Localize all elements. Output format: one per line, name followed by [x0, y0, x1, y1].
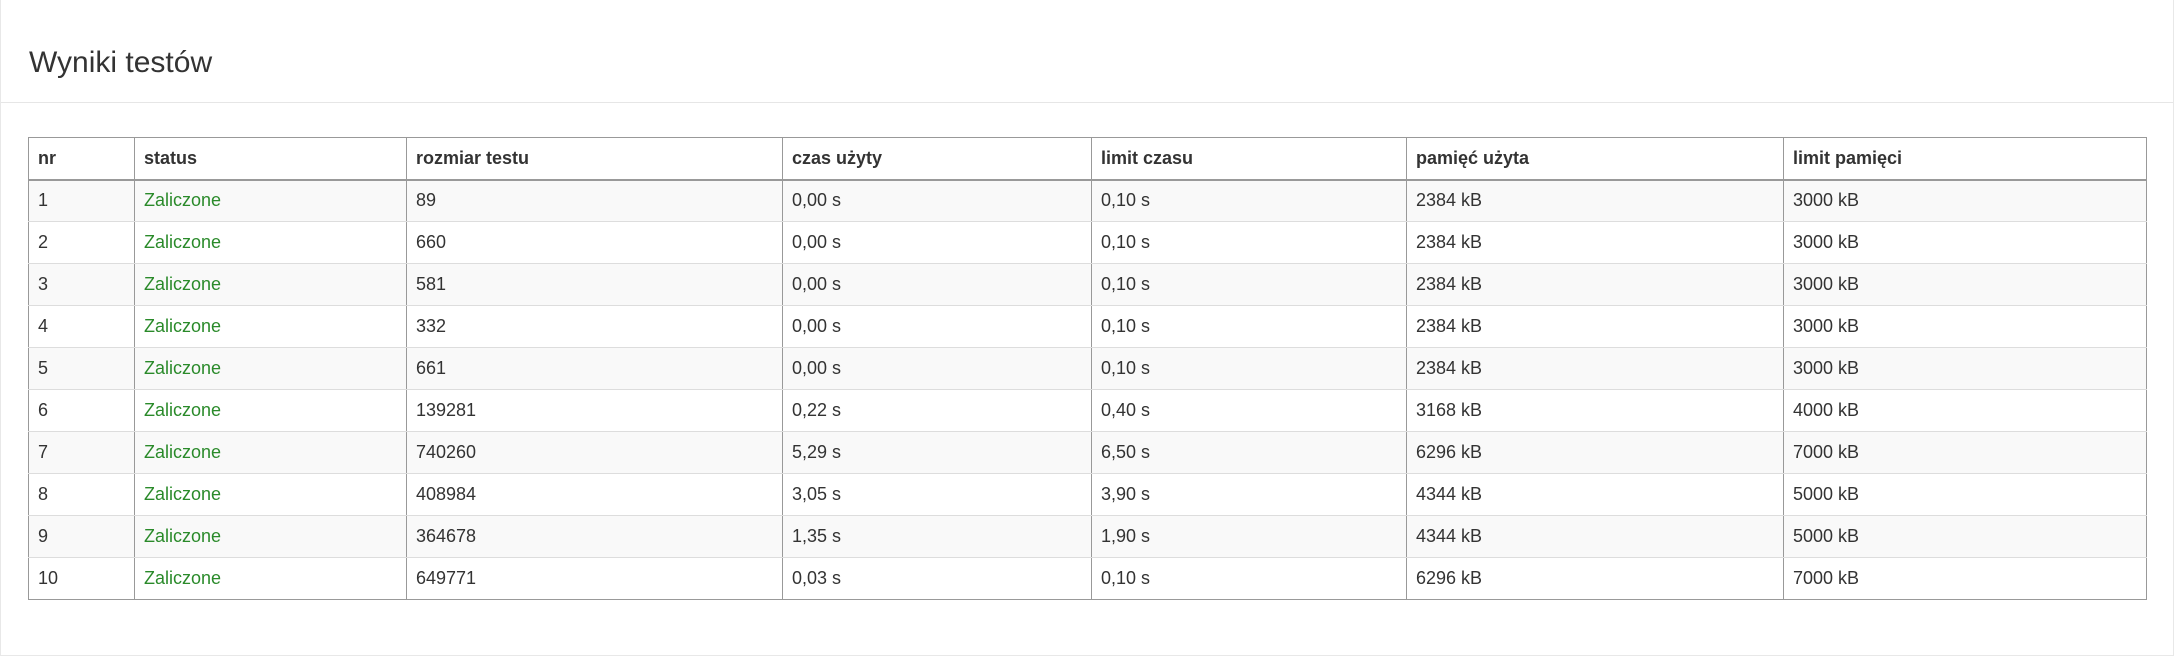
table-row: 2 Zaliczone 660 0,00 s 0,10 s 2384 kB 3000 kB — [28, 221, 2147, 264]
cell-time-used: 0,00 s — [782, 347, 1092, 390]
cell-memory-used: 2384 kB — [1406, 305, 1784, 348]
cell-status: Zaliczone — [134, 431, 407, 474]
column-header-nr: nr — [28, 137, 135, 181]
cell-memory-limit: 3000 kB — [1783, 179, 2147, 222]
table-row: 6 Zaliczone 139281 0,22 s 0,40 s 3168 kB 4000 … — [28, 389, 2147, 432]
cell-time-limit: 0,40 s — [1091, 389, 1407, 432]
cell-time-used: 0,00 s — [782, 305, 1092, 348]
cell-memory-used: 2384 kB — [1406, 347, 1784, 390]
cell-nr: 6 — [28, 389, 135, 432]
cell-memory-used: 6296 kB — [1406, 431, 1784, 474]
table-row: 10 Zaliczone 649771 0,03 s 0,10 s 6296 kB 7000… — [28, 557, 2147, 600]
table-row: 8 Zaliczone 408984 3,05 s 3,90 s 4344 kB 5000 … — [28, 473, 2147, 516]
cell-time-used: 0,00 s — [782, 221, 1092, 264]
cell-test-size: 740260 — [406, 431, 783, 474]
cell-memory-limit: 3000 kB — [1783, 305, 2147, 348]
cell-status: Zaliczone — [134, 305, 407, 348]
cell-time-limit: 0,10 s — [1091, 347, 1407, 390]
cell-memory-used: 2384 kB — [1406, 179, 1784, 222]
cell-time-used: 0,22 s — [782, 389, 1092, 432]
cell-status: Zaliczone — [134, 263, 407, 306]
cell-time-limit: 0,10 s — [1091, 263, 1407, 306]
cell-memory-used: 4344 kB — [1406, 473, 1784, 516]
cell-status: Zaliczone — [134, 347, 407, 390]
table-row: 1 Zaliczone 89 0,00 s 0,10 s 2384 kB 3000 kB — [28, 179, 2147, 222]
cell-test-size: 89 — [406, 179, 783, 222]
cell-time-limit: 6,50 s — [1091, 431, 1407, 474]
cell-test-size: 581 — [406, 263, 783, 306]
cell-nr: 3 — [28, 263, 135, 306]
cell-status: Zaliczone — [134, 515, 407, 558]
cell-nr: 7 — [28, 431, 135, 474]
table-row: 7 Zaliczone 740260 5,29 s 6,50 s 6296 kB 7000 … — [28, 431, 2147, 474]
cell-memory-limit: 7000 kB — [1783, 557, 2147, 600]
cell-memory-used: 6296 kB — [1406, 557, 1784, 600]
table-row: 5 Zaliczone 661 0,00 s 0,10 s 2384 kB 3000 kB — [28, 347, 2147, 390]
cell-status: Zaliczone — [134, 389, 407, 432]
cell-time-limit: 0,10 s — [1091, 221, 1407, 264]
cell-time-used: 1,35 s — [782, 515, 1092, 558]
cell-nr: 4 — [28, 305, 135, 348]
cell-memory-used: 3168 kB — [1406, 389, 1784, 432]
cell-status: Zaliczone — [134, 473, 407, 516]
table-row: 3 Zaliczone 581 0,00 s 0,10 s 2384 kB 3000 kB — [28, 263, 2147, 306]
column-header-time-used: czas użyty — [782, 137, 1092, 181]
cell-memory-limit: 3000 kB — [1783, 263, 2147, 306]
cell-memory-limit: 4000 kB — [1783, 389, 2147, 432]
cell-memory-limit: 3000 kB — [1783, 221, 2147, 264]
cell-status: Zaliczone — [134, 221, 407, 264]
cell-status: Zaliczone — [134, 179, 407, 222]
cell-memory-used: 2384 kB — [1406, 263, 1784, 306]
column-header-status: status — [134, 137, 407, 181]
column-header-time-limit: limit czasu — [1091, 137, 1407, 181]
table-body: 1 Zaliczone 89 0,00 s 0,10 s 2384 kB 3000 kB 2 Z… — [28, 179, 2147, 600]
column-header-memory-used: pamięć użyta — [1406, 137, 1784, 181]
test-results-table: nr status rozmiar testu czas użyty limit… — [28, 137, 2147, 600]
cell-time-used: 0,00 s — [782, 179, 1092, 222]
table-row: 4 Zaliczone 332 0,00 s 0,10 s 2384 kB 3000 kB — [28, 305, 2147, 348]
cell-nr: 8 — [28, 473, 135, 516]
cell-time-limit: 1,90 s — [1091, 515, 1407, 558]
panel-heading: Wyniki testów — [1, 0, 2173, 103]
cell-time-used: 3,05 s — [782, 473, 1092, 516]
cell-memory-limit: 3000 kB — [1783, 347, 2147, 390]
cell-test-size: 408984 — [406, 473, 783, 516]
panel-title: Wyniki testów — [29, 46, 213, 79]
cell-time-used: 5,29 s — [782, 431, 1092, 474]
cell-memory-used: 4344 kB — [1406, 515, 1784, 558]
panel-body: nr status rozmiar testu czas użyty limit… — [28, 137, 2147, 600]
cell-time-limit: 0,10 s — [1091, 557, 1407, 600]
cell-test-size: 364678 — [406, 515, 783, 558]
cell-time-limit: 3,90 s — [1091, 473, 1407, 516]
cell-test-size: 139281 — [406, 389, 783, 432]
cell-memory-limit: 5000 kB — [1783, 515, 2147, 558]
table-header: nr status rozmiar testu czas użyty limit… — [28, 137, 2147, 181]
table-row: 9 Zaliczone 364678 1,35 s 1,90 s 4344 kB 5000 … — [28, 515, 2147, 558]
cell-test-size: 660 — [406, 221, 783, 264]
column-header-memory-limit: limit pamięci — [1783, 137, 2147, 181]
cell-nr: 5 — [28, 347, 135, 390]
cell-memory-used: 2384 kB — [1406, 221, 1784, 264]
cell-test-size: 649771 — [406, 557, 783, 600]
column-header-test-size: rozmiar testu — [406, 137, 783, 181]
cell-nr: 2 — [28, 221, 135, 264]
cell-nr: 1 — [28, 179, 135, 222]
cell-test-size: 332 — [406, 305, 783, 348]
cell-nr: 10 — [28, 557, 135, 600]
cell-status: Zaliczone — [134, 557, 407, 600]
cell-time-used: 0,03 s — [782, 557, 1092, 600]
cell-time-limit: 0,10 s — [1091, 179, 1407, 222]
cell-nr: 9 — [28, 515, 135, 558]
cell-time-used: 0,00 s — [782, 263, 1092, 306]
cell-time-limit: 0,10 s — [1091, 305, 1407, 348]
cell-test-size: 661 — [406, 347, 783, 390]
cell-memory-limit: 7000 kB — [1783, 431, 2147, 474]
header-row: nr status rozmiar testu czas użyty limit… — [28, 137, 2147, 181]
cell-memory-limit: 5000 kB — [1783, 473, 2147, 516]
